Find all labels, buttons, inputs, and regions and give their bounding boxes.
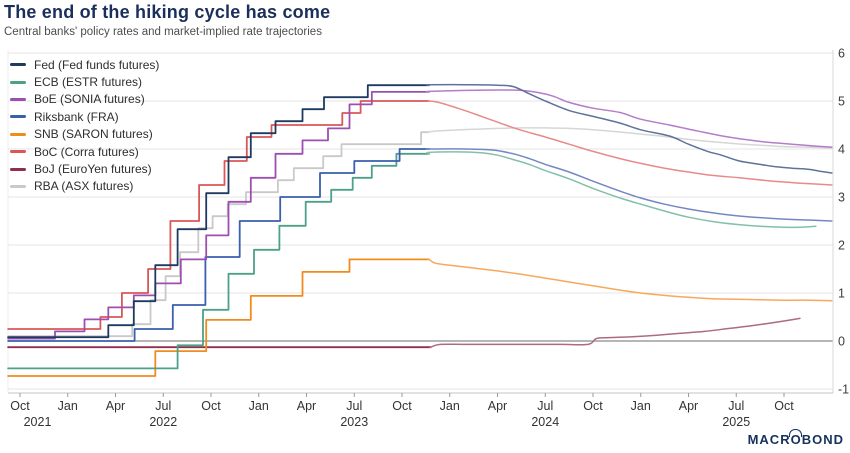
legend-label: BoJ (EuroYen futures) (34, 162, 152, 177)
x-axis-label: Jan (440, 399, 460, 413)
x-axis-year-label: 2025 (722, 415, 750, 429)
chart-subtitle: Central banks' policy rates and market-i… (4, 26, 322, 38)
x-axis-label: Apr (488, 399, 507, 413)
chart-legend: Fed (Fed funds futures) ECB (ESTR futures… (10, 56, 159, 195)
legend-item-snb: SNB (SARON futures) (10, 126, 159, 143)
legend-label: RBA (ASX futures) (34, 179, 134, 194)
legend-swatch-ecb (10, 80, 26, 84)
series-boj-futures (429, 317, 801, 349)
legend-swatch-boe (10, 97, 26, 101)
y-axis-label--1: -1 (838, 383, 849, 397)
series-fed-history (7, 84, 430, 339)
x-axis-label: Jul (537, 399, 553, 413)
x-axis-label: Jul (346, 399, 362, 413)
legend-label: ECB (ESTR futures) (34, 75, 143, 90)
legend-label: Fed (Fed funds futures) (34, 57, 160, 72)
x-axis-label: Jan (249, 399, 269, 413)
y-axis-label-2: 2 (838, 239, 845, 253)
x-axis-label: Jan (58, 399, 78, 413)
x-axis-label: Oct (392, 399, 412, 413)
series-snb-futures (427, 258, 833, 302)
x-axis-year-label: 2021 (24, 415, 52, 429)
series-riksbank-futures (425, 148, 833, 222)
series-ecb-futures (426, 151, 817, 229)
y-axis-label-4: 4 (838, 143, 845, 157)
series-snb-history (7, 258, 430, 377)
x-axis-label: Jul (728, 399, 744, 413)
legend-label: BoC (Corra futures) (34, 144, 139, 159)
legend-item-boj: BoJ (EuroYen futures) (10, 160, 159, 177)
series-rba-futures (426, 127, 833, 149)
legend-item-ecb: ECB (ESTR futures) (10, 73, 159, 90)
legend-label: BoE (SONIA futures) (34, 92, 145, 107)
x-axis-label: Apr (106, 399, 125, 413)
logo-orbit-o: O (789, 428, 803, 447)
legend-item-boc: BoC (Corra futures) (10, 143, 159, 160)
legend-swatch-boc (10, 150, 26, 154)
series-boe-history (7, 91, 430, 340)
x-axis-label: Apr (297, 399, 316, 413)
legend-item-riksbank: Riksbank (FRA) (10, 108, 159, 125)
series-riksbank-history (7, 148, 430, 342)
y-axis-label-0: 0 (838, 335, 845, 349)
legend-label: SNB (SARON futures) (34, 127, 153, 142)
x-axis-year-label: 2022 (149, 415, 177, 429)
legend-swatch-fed (10, 63, 26, 67)
x-axis-year-label: 2024 (531, 415, 559, 429)
y-axis-label-1: 1 (838, 287, 845, 301)
x-axis-label: Jan (631, 399, 651, 413)
legend-swatch-snb (10, 132, 26, 136)
x-axis-label: Oct (10, 399, 30, 413)
x-axis-label: Apr (679, 399, 698, 413)
legend-label: Riksbank (FRA) (34, 109, 119, 124)
x-axis-year-label: 2023 (340, 415, 368, 429)
page-title: The end of the hiking cycle has come (4, 2, 331, 22)
legend-item-boe: BoE (SONIA futures) (10, 91, 159, 108)
y-axis-label-6: 6 (838, 47, 845, 61)
legend-item-rba: RBA (ASX futures) (10, 178, 159, 195)
legend-item-fed: Fed (Fed funds futures) (10, 56, 159, 73)
legend-swatch-rba (10, 184, 26, 188)
x-axis-label: Oct (774, 399, 794, 413)
series-boe-futures (425, 89, 833, 148)
series-ecb-history (7, 152, 430, 370)
legend-swatch-riksbank (10, 115, 26, 119)
y-axis-label-5: 5 (838, 95, 845, 109)
y-axis-label-3: 3 (838, 191, 845, 205)
series-fed-futures (425, 83, 833, 174)
x-axis-label: Jul (155, 399, 171, 413)
legend-swatch-boj (10, 167, 26, 171)
x-axis-label: Oct (583, 399, 603, 413)
series-boc-futures (427, 100, 833, 186)
x-axis-label: Oct (201, 399, 221, 413)
series-boc-history (7, 100, 430, 330)
macrobond-logo: MACROBOND (747, 428, 844, 447)
